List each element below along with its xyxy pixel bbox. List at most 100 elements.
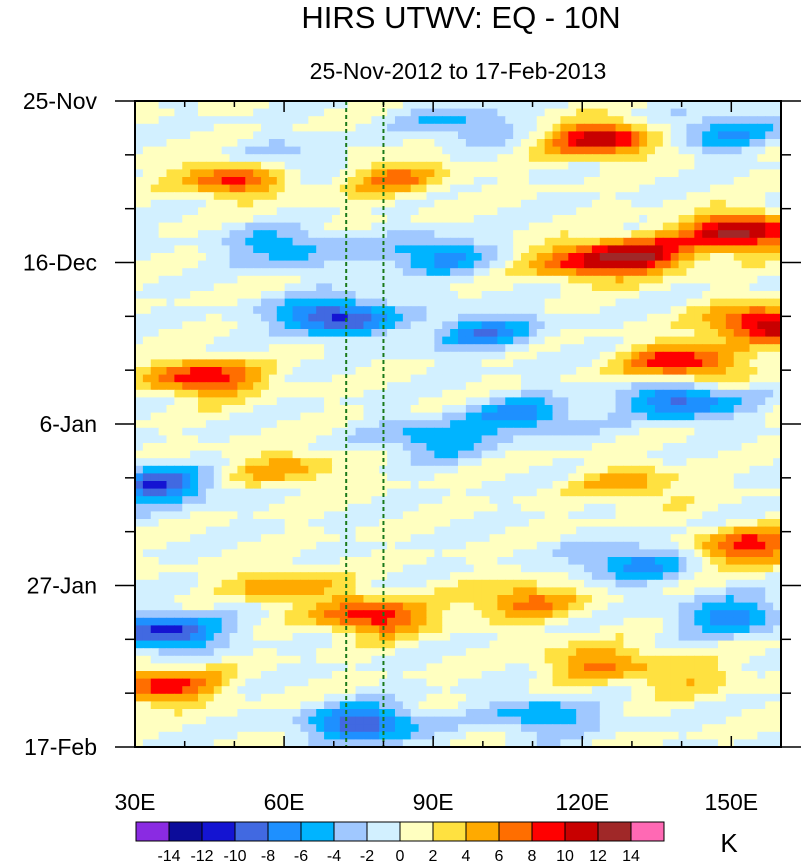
heatmap-cell [465,321,475,330]
heatmap-cell [481,519,491,528]
heatmap-cell [741,549,751,558]
heatmap-cell [481,245,491,254]
heatmap-cell [694,549,703,558]
heatmap-cell [497,215,506,224]
heatmap-cell [276,253,286,262]
heatmap-cell [497,496,506,505]
heatmap-cell [418,306,428,315]
heatmap-cell [765,253,774,262]
heatmap-cell [410,427,420,436]
heatmap-cell [316,481,325,490]
heatmap-cell [536,557,546,566]
heatmap-cell [678,275,688,284]
heatmap-cell [205,435,215,444]
heatmap-cell [560,253,569,262]
heatmap-cell [670,435,680,444]
heatmap-cell [402,503,412,512]
heatmap-cell [639,496,648,505]
heatmap-cell [324,496,333,505]
heatmap-cell [300,389,309,398]
heatmap-cell [773,420,781,429]
heatmap-cell [182,473,191,482]
heatmap-cell [757,412,766,421]
heatmap-cell [221,481,231,490]
heatmap-cell [599,230,609,239]
heatmap-cell [308,161,317,170]
heatmap-cell [300,359,309,368]
heatmap-cell [142,260,152,269]
heatmap-cell [473,215,483,224]
heatmap-cell [268,222,278,231]
heatmap-cell [576,511,585,520]
heatmap-cell [749,116,758,125]
heatmap-cell [654,336,664,345]
heatmap-cell [544,557,554,566]
heatmap-cell [686,412,695,421]
heatmap-cell [292,291,302,300]
heatmap-cell [615,367,625,376]
heatmap-cell [623,169,632,178]
heatmap-cell [481,169,491,178]
heatmap-cell [552,488,562,497]
heatmap-cell [276,260,286,269]
heatmap-cell [300,427,309,436]
heatmap-cell [324,222,333,231]
heatmap-cell [725,488,735,497]
heatmap-cell [733,161,743,170]
heatmap-cell [410,359,420,368]
heatmap-cell [717,123,727,132]
heatmap-cell [560,374,569,383]
heatmap-cell [245,161,254,170]
heatmap-cell [150,503,160,512]
heatmap-cell [339,146,349,155]
heatmap-cell [205,405,215,414]
heatmap-cell [607,397,617,406]
heatmap-cell [654,534,664,543]
heatmap-cell [544,503,554,512]
heatmap-cell [733,169,743,178]
heatmap-cell [347,283,357,292]
heatmap-cell [654,420,664,429]
heatmap-cell [276,503,286,512]
heatmap-cell [654,405,664,414]
heatmap-cell [536,283,546,292]
heatmap-cell [702,344,711,353]
heatmap-cell [591,108,601,117]
heatmap-cell [355,420,365,429]
heatmap-cell [268,230,278,239]
heatmap-cell [465,139,475,148]
heatmap-cell [308,116,317,125]
heatmap-cell [418,344,428,353]
heatmap-cell [426,139,435,148]
heatmap-cell [686,359,695,368]
heatmap-cell [765,283,774,292]
heatmap-cell [599,374,609,383]
heatmap-cell [513,116,522,125]
heatmap-cell [394,275,404,284]
heatmap-cell [489,488,498,497]
heatmap-cell [261,177,270,186]
heatmap-cell [174,511,183,520]
heatmap-cell [213,169,223,178]
heatmap-cell [410,503,420,512]
heatmap-cell [686,275,695,284]
heatmap-cell [765,351,774,360]
heatmap-cell [245,177,254,186]
heatmap-cell [686,321,695,330]
heatmap-cell [710,245,719,254]
heatmap-cell [394,260,404,269]
heatmap-cell [221,503,231,512]
heatmap-cell [694,481,703,490]
heatmap-cell [576,245,585,254]
heatmap-cell [158,458,168,467]
heatmap-cell [639,503,648,512]
heatmap-cell [276,382,286,391]
heatmap-cell [394,443,404,452]
heatmap-cell [773,412,781,421]
heatmap-cell [521,298,530,307]
heatmap-cell [166,199,175,208]
heatmap-cell [213,465,223,474]
heatmap-cell [552,192,562,201]
heatmap-cell [528,488,538,497]
heatmap-cell [639,329,648,338]
